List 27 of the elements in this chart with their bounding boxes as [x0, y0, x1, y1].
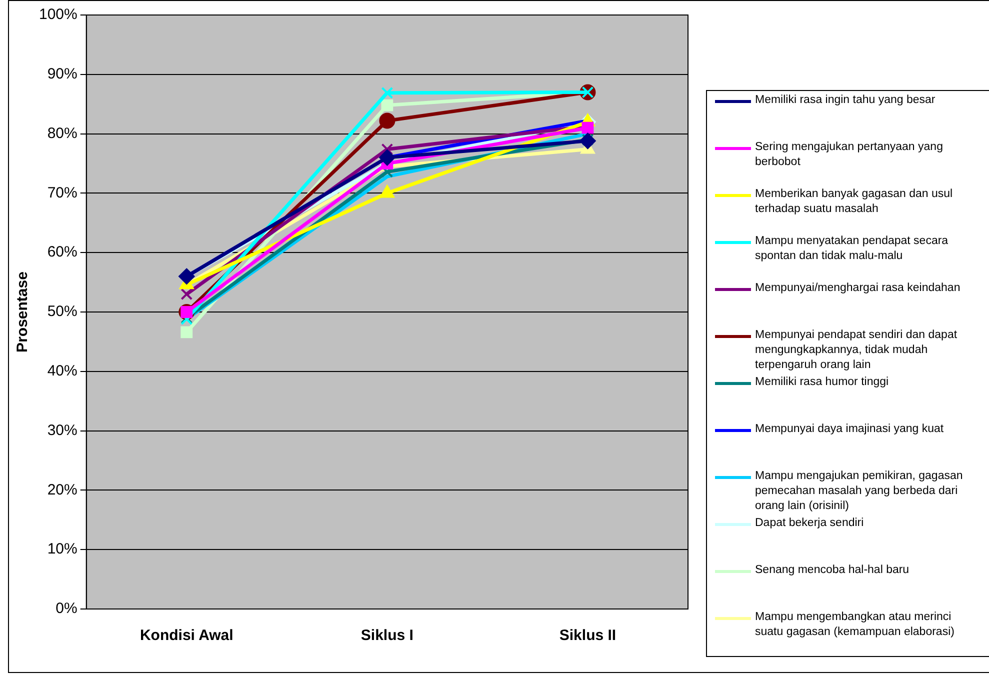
y-tick-label: 80% [47, 124, 78, 142]
legend-label: Memiliki rasa humor tinggi [755, 376, 889, 388]
y-tick-label: 0% [56, 600, 78, 618]
y-tick-label: 50% [47, 303, 78, 320]
legend-label: Mampu menyatakan pendapat secara spontan dan tidak malu-malu [755, 235, 948, 262]
legend-label: Sering mengajukan pertanyaan yang berbobot [755, 141, 943, 168]
x-tick-label: Kondisi Awal [140, 627, 234, 644]
legend-label: Dapat bekerja sendiri [755, 517, 864, 529]
x-tick-label: Siklus II [559, 627, 616, 644]
y-tick-label: 60% [47, 244, 78, 261]
y-tick-label: 40% [47, 362, 78, 380]
legend-label: Mempunyai daya imajinasi yang kuat [755, 423, 944, 435]
legend-label: Mempunyai pendapat sendiri dan dapat mengungkapkannya, tidak mudah terpengaruh orang lain [755, 329, 958, 371]
y-axis-title: Prosentase [14, 272, 32, 352]
legend-label: Mempunyai/menghargai rasa keindahan [755, 282, 960, 294]
y-tick-label: 70% [47, 184, 78, 202]
legend-label: Mampu mengembangkan atau merinci suatu gagasan (kemampuan elaborasi) [755, 611, 954, 638]
legend-label: Memberikan banyak gagasan dan usul terhadap suatu masalah [755, 188, 953, 215]
y-tick-label: 100% [38, 6, 78, 24]
y-tick-label: 20% [47, 481, 78, 498]
legend-label: Mampu mengajukan pemikiran, gagasan pemecahan masalah yang berbeda dari orang lain (orisinil) [755, 470, 963, 512]
y-tick-label: 90% [47, 66, 78, 83]
legend-label: Memiliki rasa ingin tahu yang besar [755, 94, 936, 106]
x-tick-label: Siklus I [360, 627, 414, 644]
y-tick-label: 10% [47, 540, 78, 558]
legend-label: Senang mencoba hal-hal baru [755, 564, 910, 576]
y-tick-label: 30% [47, 422, 78, 439]
